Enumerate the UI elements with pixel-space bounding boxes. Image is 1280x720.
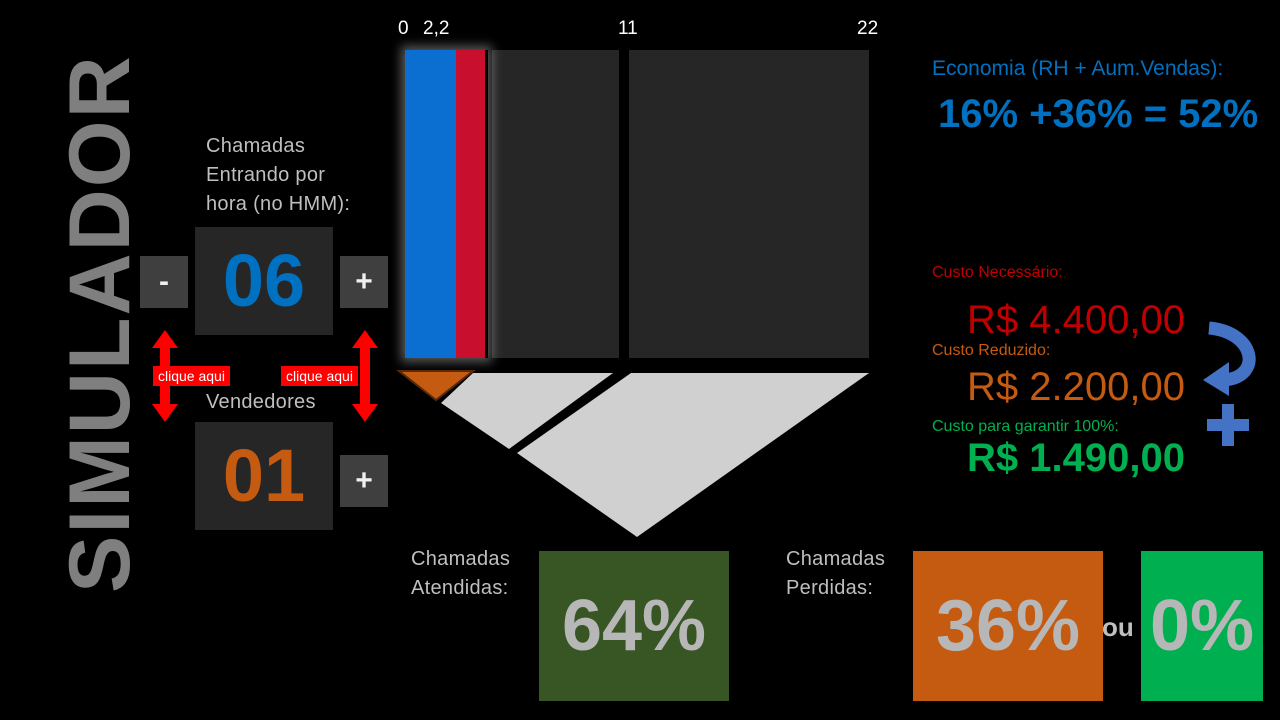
calls-label-line: Chamadas <box>206 135 306 157</box>
scale-tick: 0 <box>398 18 409 39</box>
capacity-block-b <box>629 50 869 358</box>
scale-tick: 11 <box>618 18 638 39</box>
answered-label: Chamadas Atendidas: <box>411 545 510 603</box>
curved-arrow-icon <box>1203 321 1256 396</box>
lost-value: 36% <box>913 551 1103 701</box>
cost-guarantee-label: Custo para garantir 100%: <box>932 418 1119 435</box>
cost-needed-value: R$ 4.400,00 <box>967 298 1185 342</box>
sellers-plus-button[interactable]: + <box>340 455 388 507</box>
lost-alt-value: 0% <box>1141 551 1263 701</box>
demand-bar-red <box>456 50 485 358</box>
double-arrow-icon <box>352 330 378 422</box>
sellers-value: 01 <box>195 422 333 530</box>
answered-label-line: Atendidas: <box>411 577 509 599</box>
cost-needed-label: Custo Necessário: <box>932 264 1063 281</box>
cost-guarantee-value: R$ 1.490,00 <box>967 436 1185 480</box>
calls-minus-button[interactable]: - <box>140 256 188 308</box>
sellers-hint[interactable]: clique aqui <box>281 366 358 386</box>
cost-reduced-label: Custo Reduzido: <box>932 342 1051 359</box>
page-title: SIMULADOR <box>52 54 148 593</box>
sellers-label: Vendedores <box>206 391 316 413</box>
answered-label-line: Chamadas <box>411 548 511 570</box>
lost-label-line: Perdidas: <box>786 577 874 599</box>
or-label: ou <box>1102 612 1134 642</box>
answered-value: 64% <box>539 551 729 701</box>
down-triangle-icon <box>396 370 476 402</box>
lost-label-line: Chamadas <box>786 548 886 570</box>
demand-bar-blue <box>405 50 456 358</box>
scale-tick: 22 <box>857 18 879 39</box>
scale-tick: 2,2 <box>423 18 450 39</box>
calls-value: 06 <box>195 227 333 335</box>
plus-icon <box>1207 404 1249 446</box>
capacity-block-a <box>492 50 619 358</box>
calls-label: Chamadas Entrando por hora (no HMM): <box>206 132 350 219</box>
economy-label: Economia (RH + Aum.Vendas): <box>932 57 1224 80</box>
calls-plus-button[interactable]: + <box>340 256 388 308</box>
calls-label-line: Entrando por <box>206 164 326 186</box>
economy-value: 16% +36% = 52% <box>938 92 1259 136</box>
lost-label: Chamadas Perdidas: <box>786 545 885 603</box>
funnel-graphic <box>396 370 869 537</box>
calls-label-line: hora (no HMM): <box>206 193 351 215</box>
cost-reduced-value: R$ 2.200,00 <box>967 365 1185 409</box>
calls-hint[interactable]: clique aqui <box>153 366 230 386</box>
